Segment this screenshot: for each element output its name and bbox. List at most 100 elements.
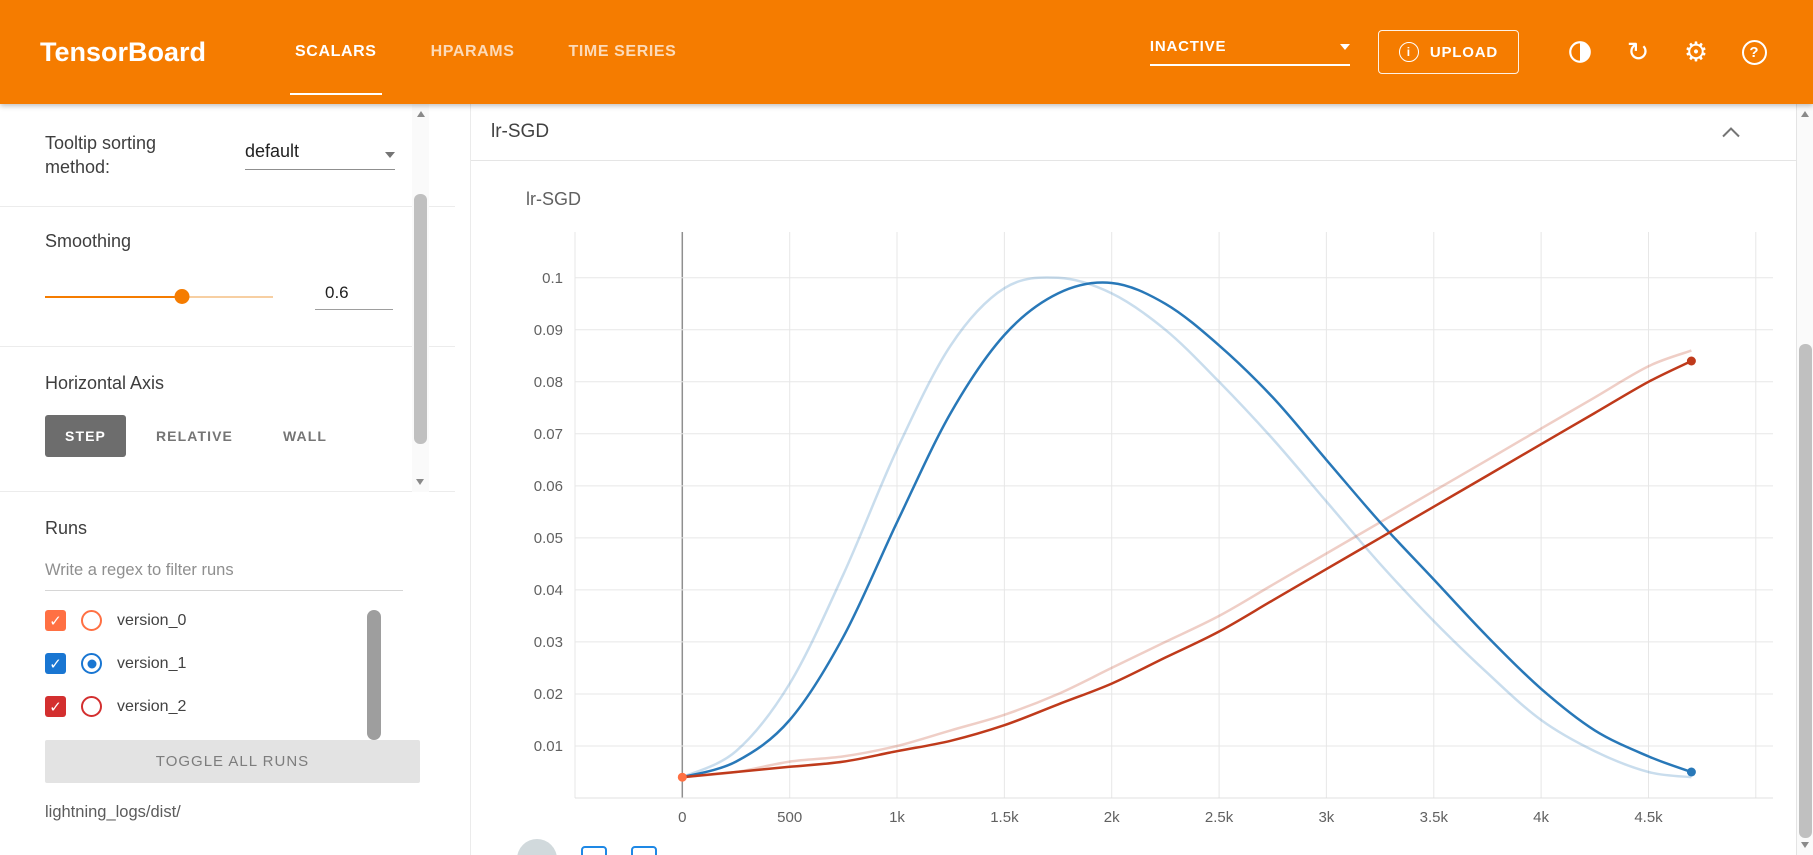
horizontal-axis-section: Horizontal Axis STEP RELATIVE WALL [0,347,455,492]
fit-domain-icon[interactable] [631,846,657,855]
dashboard-main: lr-SGD lr-SGD 0.01 0.02 0.03 0.04 0.05 0.06 0.… [456,104,1796,855]
refresh-button[interactable]: ↻ [1609,32,1667,72]
scroll-up-icon[interactable] [416,111,425,117]
scroll-down-icon[interactable] [1801,842,1809,848]
header-right-cluster: INACTIVE i UPLOAD ↻ ⚙ ? [1149,30,1783,74]
chevron-down-icon [1339,43,1350,50]
svg-text:4k: 4k [1533,809,1549,826]
run-row[interactable]: ✓ version_0 [45,599,455,642]
page-scrollbar[interactable] [1796,104,1813,855]
svg-text:0.01: 0.01 [534,738,563,755]
chevron-down-icon [385,151,395,158]
svg-text:3.5k: 3.5k [1420,809,1449,826]
app-header: TensorBoard SCALARS HPARAMS TIME SERIES … [0,0,1813,104]
svg-text:0.03: 0.03 [534,634,563,651]
chart-toolbar [517,839,657,855]
page-scrollbar-thumb[interactable] [1799,344,1812,838]
run-checkbox[interactable]: ✓ [45,610,66,631]
info-icon: i [1398,42,1419,62]
svg-text:4.5k: 4.5k [1634,809,1663,826]
reload-status-value: INACTIVE [1149,38,1227,55]
runs-filter-input[interactable] [45,557,403,591]
upload-button[interactable]: i UPLOAD [1377,30,1519,74]
brightness-icon [1569,41,1591,63]
svg-text:1k: 1k [889,809,905,826]
scalar-card-group: lr-SGD lr-SGD 0.01 0.02 0.03 0.04 0.05 0.06 0.… [470,104,1796,855]
run-radio[interactable] [81,653,102,674]
help-icon: ? [1741,39,1767,65]
tooltip-sorting-value: default [245,140,300,161]
run-row[interactable]: ✓ version_1 [45,642,455,685]
smoothing-slider-thumb[interactable] [174,288,190,304]
tab-hparams[interactable]: HPARAMS [404,0,542,104]
svg-text:0.07: 0.07 [534,426,563,443]
svg-text:1.5k: 1.5k [990,809,1019,826]
svg-text:0.08: 0.08 [534,374,563,391]
run-list: ✓ version_0 ✓ version_1 ✓ version_2 [45,599,455,728]
chart-options-button[interactable] [517,839,557,855]
lr-sgd-chart[interactable]: 0.01 0.02 0.03 0.04 0.05 0.06 0.07 0.08 0.09 0.1 0… [517,218,1779,855]
run-checkbox[interactable]: ✓ [45,696,66,717]
svg-text:0.05: 0.05 [534,530,563,547]
toggle-all-runs-button[interactable]: TOGGLE ALL RUNS [45,740,420,783]
card-group-header[interactable]: lr-SGD [471,104,1796,161]
expand-chart-icon[interactable] [581,846,607,855]
tab-scalars[interactable]: SCALARS [268,0,404,104]
scroll-up-icon[interactable] [1801,111,1809,117]
svg-text:0.04: 0.04 [534,582,563,599]
settings-scrollbar[interactable] [412,104,429,492]
runs-section: Runs ✓ version_0 ✓ version_1 ✓ version_2… [0,492,455,822]
tab-hparams-label: HPARAMS [430,43,515,60]
settings-scrollbar-thumb[interactable] [414,194,427,444]
tab-time-series-label: TIME SERIES [568,43,677,60]
general-settings-pane: Tooltip sorting method: default Smoothin… [0,104,455,492]
svg-text:0.1: 0.1 [542,270,563,287]
chart-title: lr-SGD [526,189,581,209]
tab-scalars-label: SCALARS [295,43,377,60]
horizontal-axis-label: Horizontal Axis [45,373,165,393]
svg-text:0: 0 [678,809,686,826]
radio-dot [87,659,96,668]
axis-step-button[interactable]: STEP [45,415,126,458]
chevron-up-icon [1722,126,1740,137]
run-checkbox[interactable]: ✓ [45,653,66,674]
reload-status-dropdown[interactable]: INACTIVE [1149,38,1350,66]
smoothing-slider[interactable] [45,288,273,304]
tensorboard-logo[interactable]: TensorBoard [40,36,207,67]
tab-time-series[interactable]: TIME SERIES [541,0,703,104]
help-button[interactable]: ? [1725,32,1783,72]
svg-text:500: 500 [777,809,802,826]
runs-label: Runs [45,518,88,538]
log-directory-label: lightning_logs/dist/ [45,803,181,821]
collapse-group-button[interactable] [1721,126,1741,138]
smoothing-section: Smoothing 0.6 [0,207,455,347]
tooltip-sorting-section: Tooltip sorting method: default [0,104,455,207]
smoothing-value-field[interactable]: 0.6 [315,283,393,311]
axis-relative-button[interactable]: RELATIVE [136,415,253,457]
svg-text:0.02: 0.02 [534,686,563,703]
run-radio[interactable] [81,610,102,631]
svg-text:0.09: 0.09 [534,322,563,339]
run-row[interactable]: ✓ version_2 [45,685,455,728]
run-name: version_2 [117,697,187,715]
refresh-icon: ↻ [1626,36,1650,67]
run-list-scrollbar-thumb[interactable] [367,610,381,740]
settings-button[interactable]: ⚙ [1667,32,1725,72]
svg-text:2.5k: 2.5k [1205,809,1234,826]
svg-text:2k: 2k [1104,809,1120,826]
axis-wall-button[interactable]: WALL [263,415,347,457]
smoothing-slider-fill [45,295,182,298]
smoothing-label: Smoothing [45,231,132,251]
main-tabs: SCALARS HPARAMS TIME SERIES [268,0,703,104]
card-group-title: lr-SGD [491,121,550,142]
scroll-down-icon[interactable] [416,479,424,485]
tooltip-sorting-label: Tooltip sorting method: [45,132,157,177]
tooltip-sorting-dropdown[interactable]: default [245,141,395,170]
theme-toggle-button[interactable] [1551,32,1609,72]
svg-text:3k: 3k [1318,809,1334,826]
run-radio[interactable] [81,696,102,717]
run-name: version_0 [117,611,187,629]
run-name: version_1 [117,654,187,672]
settings-sidebar: Tooltip sorting method: default Smoothin… [0,104,455,855]
upload-button-label: UPLOAD [1429,43,1498,61]
